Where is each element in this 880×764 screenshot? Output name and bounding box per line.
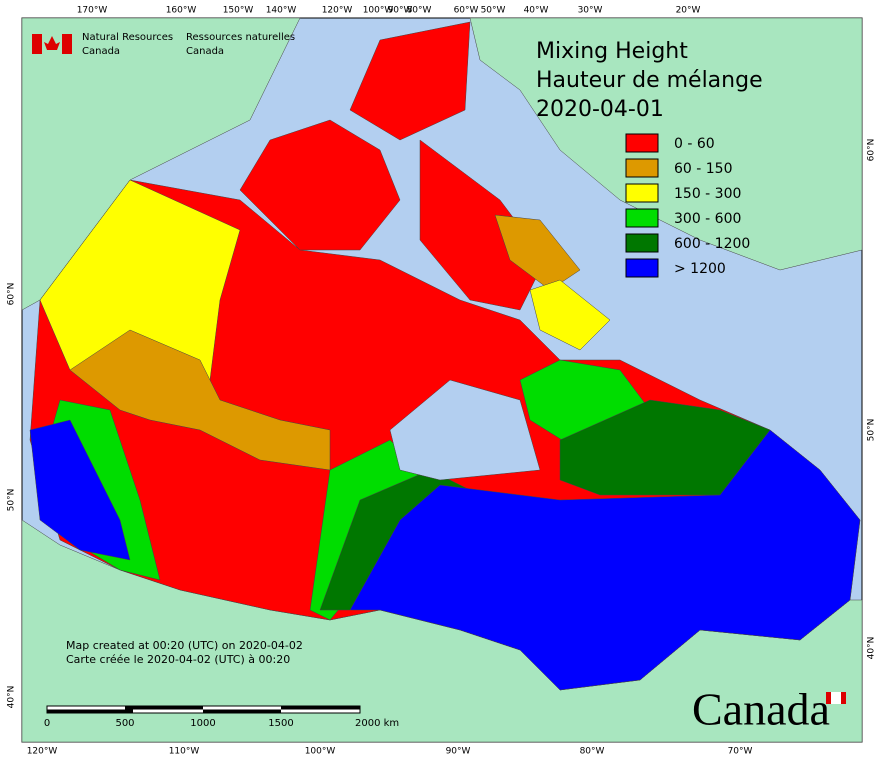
- blue-east: [349, 429, 861, 691]
- legend-label: 0 - 60: [674, 136, 715, 152]
- footnote: Map created at 00:20 (UTC) on 2020-04-02: [66, 639, 303, 652]
- legend-swatch: [625, 183, 659, 203]
- wordmark: Canada: [692, 684, 830, 735]
- legend-label: 150 - 300: [674, 186, 741, 202]
- legend-swatch: [625, 158, 659, 178]
- scale-seg: [281, 706, 360, 710]
- orange-zone: [69, 329, 331, 471]
- map-title: Hauteur de mélange: [536, 68, 763, 93]
- scale-label: 0: [44, 718, 50, 729]
- graticule-label: 100°W: [363, 6, 394, 16]
- graticule-label: 150°W: [223, 6, 254, 16]
- scale-label: 1000: [190, 718, 215, 729]
- flag-leaf: [44, 36, 60, 50]
- greenland: [469, 17, 863, 271]
- flag-left: [32, 34, 42, 54]
- legend-swatch: [625, 133, 659, 153]
- graticule-label: 30°W: [578, 6, 603, 16]
- graticule-label: 110°W: [169, 747, 200, 757]
- graticule-label: 120°W: [322, 6, 353, 16]
- legend-swatch: [625, 258, 659, 278]
- graticule-label: 50°N: [867, 419, 877, 442]
- labrador-yellow: [529, 279, 611, 351]
- labrador-orange: [494, 214, 581, 291]
- agency-name: Ressources naturelles: [186, 32, 295, 43]
- baffin: [419, 139, 546, 311]
- graticule-label: 40°N: [867, 637, 877, 660]
- graticule-label: 40°W: [524, 6, 549, 16]
- graticule-label: 60°N: [867, 139, 877, 162]
- legend-label: 600 - 1200: [674, 236, 750, 252]
- graticule-label: 50°N: [7, 489, 17, 512]
- footnote: Carte créée le 2020-04-02 (UTC) à 00:20: [66, 653, 290, 666]
- hudson-bay: [389, 379, 541, 481]
- graticule-label: 170°W: [77, 6, 108, 16]
- graticule-label: 60°W: [454, 6, 479, 16]
- legend-swatch: [625, 208, 659, 228]
- graticule-label: 40°N: [7, 686, 17, 709]
- legend-label: 60 - 150: [674, 161, 733, 177]
- scale-seg: [203, 709, 281, 713]
- graticule-label: 120°W: [27, 747, 58, 757]
- graticule-label: 100°W: [305, 747, 336, 757]
- graticule-label: 80°W: [580, 747, 605, 757]
- scale-seg: [47, 709, 133, 713]
- scale-label: 2000 km: [355, 718, 399, 729]
- scale-label: 1500: [268, 718, 293, 729]
- graticule-label: 70°W: [728, 747, 753, 757]
- ellesmere: [349, 21, 471, 141]
- graticule-label: 90°W: [446, 747, 471, 757]
- map-title: Mixing Height: [536, 39, 688, 64]
- scale-label: 500: [115, 718, 134, 729]
- scale-seg: [125, 706, 203, 710]
- graticule-label: 80°W: [407, 6, 432, 16]
- map-title: 2020-04-01: [536, 97, 664, 122]
- wordmark-flag-center: [831, 692, 841, 704]
- legend-label: 300 - 600: [674, 211, 741, 227]
- graticule-label: 60°N: [7, 283, 17, 306]
- blue-coast: [29, 419, 131, 561]
- legend-swatch: [625, 233, 659, 253]
- graticule-label: 20°W: [676, 6, 701, 16]
- graticule-label: 90°W: [388, 6, 413, 16]
- graticule-label: 160°W: [166, 6, 197, 16]
- flag-right: [62, 34, 72, 54]
- legend-label: > 1200: [674, 261, 726, 277]
- graticule-label: 140°W: [266, 6, 297, 16]
- agency-name: Natural Resources: [82, 32, 173, 43]
- agency-name: Canada: [186, 46, 224, 57]
- agency-name: Canada: [82, 46, 120, 57]
- arctic-islands: [239, 119, 401, 251]
- graticule-label: 50°W: [481, 6, 506, 16]
